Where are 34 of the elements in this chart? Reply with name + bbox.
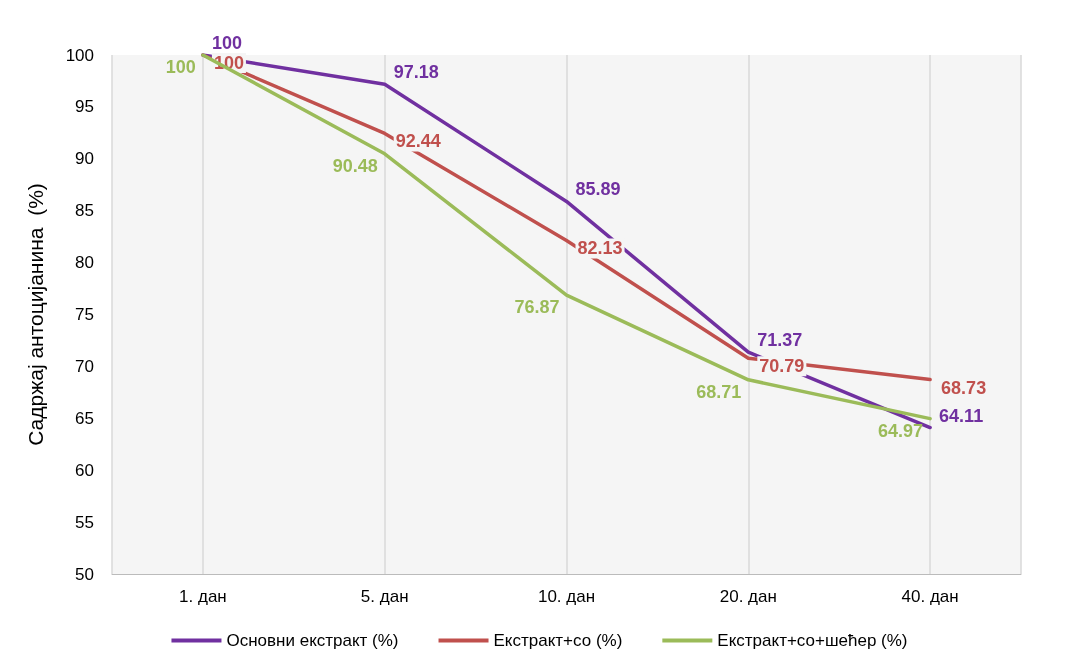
legend-label: Основни екстракт (%) (226, 631, 399, 650)
data-label: 100 (211, 33, 242, 53)
y-axis-title: Садржај антоцијанина (%) (24, 183, 47, 446)
y-tick-label: 70 (75, 356, 94, 376)
x-tick-label: 20. дан (719, 587, 777, 606)
legend-label: Екстракт+со+шећер (%) (717, 631, 908, 650)
y-tick-label: 100 (65, 45, 94, 65)
x-tick-label: 5. дан (360, 587, 409, 606)
y-tick-label: 95 (75, 97, 94, 117)
y-tick-label: 50 (75, 564, 94, 584)
data-label: 68.71 (696, 381, 742, 402)
y-tick-label: 60 (75, 460, 94, 480)
data-label: 100 (165, 57, 196, 77)
y-tick-label: 85 (75, 201, 94, 221)
data-label: 85.89 (575, 179, 621, 200)
data-label: 70.79 (759, 356, 805, 377)
x-tick-label: 40. дан (901, 587, 959, 606)
data-label: 82.13 (577, 238, 623, 259)
y-tick-label: 80 (75, 253, 94, 273)
data-label: 71.37 (757, 330, 803, 351)
data-label: 68.73 (941, 377, 987, 398)
data-label: 64.11 (939, 405, 984, 426)
y-tick-label: 55 (75, 512, 94, 532)
y-tick-label: 65 (75, 408, 94, 428)
x-tick-label: 10. дан (537, 587, 596, 606)
data-label: 92.44 (395, 131, 441, 152)
data-label: 76.87 (514, 297, 560, 318)
x-tick-label: 1. дан (179, 587, 227, 606)
data-label: 90.48 (332, 155, 378, 176)
data-label: 64.97 (878, 420, 924, 441)
legend-label: Екстракт+со (%) (493, 631, 623, 650)
y-tick-label: 75 (75, 305, 94, 324)
data-label: 97.18 (393, 62, 439, 83)
y-tick-label: 90 (75, 149, 94, 169)
